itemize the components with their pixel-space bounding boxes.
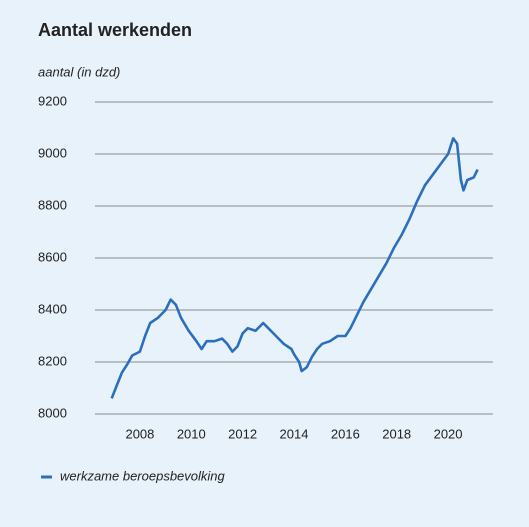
chart-title: Aantal werkenden — [38, 20, 192, 40]
x-tick-label: 2018 — [382, 426, 411, 441]
y-tick-label: 8800 — [38, 197, 67, 212]
y-tick-label: 9200 — [38, 93, 67, 108]
x-tick-label: 2010 — [177, 426, 206, 441]
y-tick-label: 8400 — [38, 301, 67, 316]
x-tick-label: 2014 — [280, 426, 309, 441]
x-tick-label: 2020 — [434, 426, 463, 441]
y-tick-label: 8600 — [38, 249, 67, 264]
y-tick-label: 8000 — [38, 405, 67, 420]
y-tick-label: 9000 — [38, 145, 67, 160]
legend-label: werkzame beroepsbevolking — [60, 468, 226, 483]
x-tick-label: 2016 — [331, 426, 360, 441]
x-tick-label: 2008 — [125, 426, 154, 441]
x-tick-label: 2012 — [228, 426, 257, 441]
y-tick-label: 8200 — [38, 353, 67, 368]
chart-subtitle: aantal (in dzd) — [38, 64, 120, 79]
data-line — [110, 137, 479, 399]
